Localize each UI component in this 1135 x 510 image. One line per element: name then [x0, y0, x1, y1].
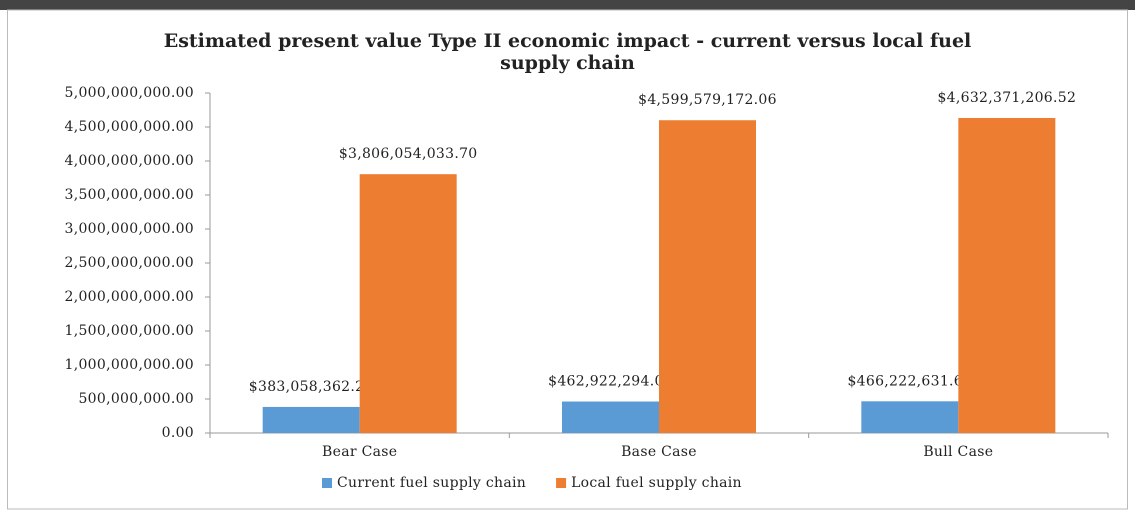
y-tick-label: 4,500,000,000.00 [65, 119, 195, 135]
bar [958, 117, 1056, 434]
y-tick-label: 5,000,000,000.00 [65, 85, 195, 101]
data-label: $4,632,371,206.52 [937, 90, 1076, 106]
data-label: $383,058,362.25 [249, 379, 374, 395]
y-tick-label: 2,000,000,000.00 [65, 289, 195, 305]
bar [562, 401, 659, 433]
chart-title-box: Estimated present value Type II economic… [0, 30, 1135, 74]
bar [262, 406, 360, 433]
y-tick-label: 3,000,000,000.00 [65, 221, 195, 237]
y-tick-label: 3,500,000,000.00 [65, 187, 195, 203]
legend-label: Current fuel supply chain [337, 475, 526, 491]
data-label: $4,599,579,172.06 [638, 92, 777, 108]
legend-swatch [322, 478, 332, 488]
y-tick-label: 4,000,000,000.00 [65, 153, 195, 169]
bar [861, 401, 959, 433]
y-tick-label: 0.00 [162, 425, 194, 441]
y-tick-label: 1,500,000,000.00 [65, 323, 195, 339]
bar [359, 174, 457, 433]
legend-label: Local fuel supply chain [571, 475, 742, 491]
data-label: $462,922,294.09 [548, 374, 673, 390]
y-tick-label: 500,000,000.00 [78, 391, 194, 407]
chart-title: Estimated present value Type II economic… [163, 30, 972, 74]
bar [659, 120, 756, 434]
top-bar [0, 0, 1135, 10]
x-tick-label: Bull Case [923, 444, 993, 460]
x-tick-label: Base Case [621, 444, 697, 460]
y-tick-label: 2,500,000,000.00 [65, 255, 195, 271]
x-tick-label: Bear Case [322, 444, 397, 460]
data-label: $466,222,631.63 [847, 373, 972, 389]
y-tick-label: 1,000,000,000.00 [65, 357, 195, 373]
legend-swatch [556, 478, 567, 488]
data-label: $3,806,054,033.70 [339, 146, 478, 162]
